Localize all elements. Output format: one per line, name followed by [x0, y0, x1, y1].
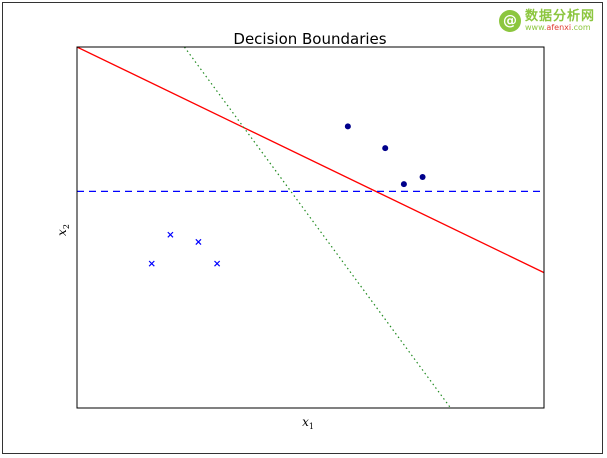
class-1-dot-marker — [400, 181, 407, 188]
watermark: @ 数据分析网 www.afenxi.com — [498, 9, 595, 33]
class-0-x-marker — [148, 260, 155, 267]
x-axis-label: x1 — [302, 415, 314, 431]
watermark-logo-icon: @ — [498, 10, 521, 33]
figure-frame — [2, 2, 603, 454]
dotted-boundary-line — [183, 47, 452, 408]
watermark-name: 数据分析网 — [524, 9, 595, 24]
chart-title: Decision Boundaries — [233, 30, 386, 48]
watermark-url: www.afenxi.com — [524, 22, 591, 32]
class-0-x-marker — [214, 260, 221, 267]
class-0-x-marker — [195, 238, 202, 245]
solid-boundary-line — [77, 47, 544, 274]
plot-area — [76, 46, 545, 409]
class-0-x-marker — [167, 231, 174, 238]
class-1-dot-marker — [344, 123, 351, 130]
y-axis-label: x2 — [55, 224, 71, 236]
class-1-dot-marker — [382, 145, 389, 152]
class-1-dot-marker — [419, 173, 426, 180]
